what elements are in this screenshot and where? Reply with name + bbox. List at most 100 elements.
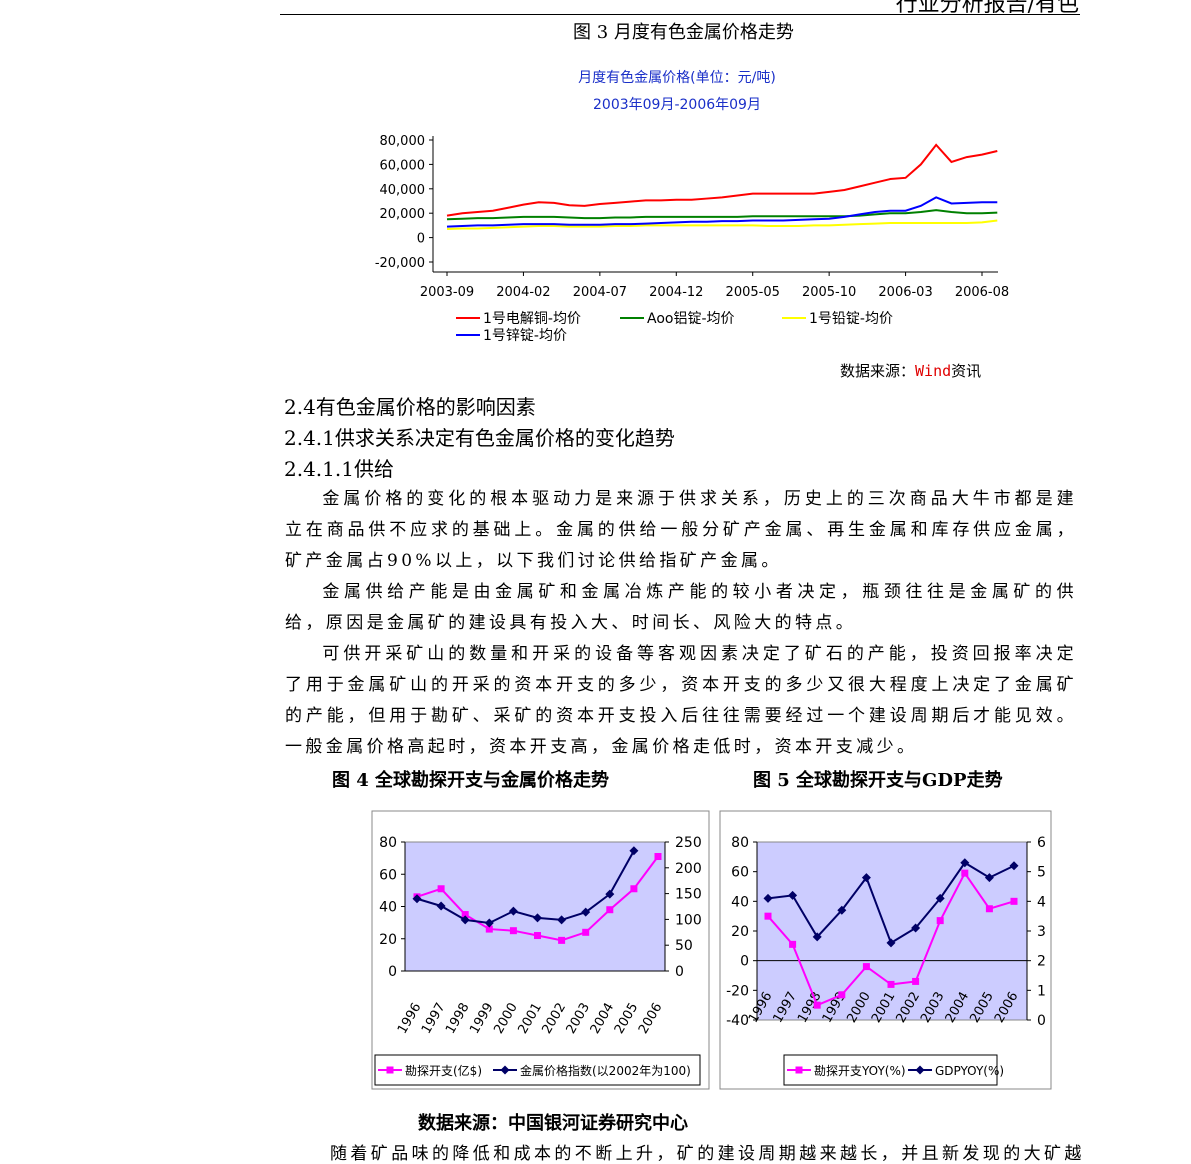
y-tick-label: -20,000 bbox=[375, 256, 425, 271]
series-line bbox=[446, 209, 998, 221]
y-tick-label: 60 bbox=[379, 867, 397, 883]
paragraph: 金属价格的变化的根本驱动力是来源于供求关系，历史上的三次商品大牛市都是建立在商品… bbox=[285, 489, 1077, 571]
legend-marker bbox=[795, 1066, 803, 1074]
y2-tick-label: 6 bbox=[1037, 835, 1046, 851]
header: 行业分析报告/有色 bbox=[895, 0, 1079, 17]
paragraph: 金属供给产能是由金属矿和金属冶炼产能的较小者决定，瓶颈往往是金属矿的供给，原因是… bbox=[285, 582, 1077, 633]
y-tick-label: 0 bbox=[740, 954, 749, 970]
marker bbox=[533, 913, 542, 923]
marker bbox=[1010, 897, 1018, 905]
marker bbox=[788, 890, 798, 900]
plot-area bbox=[404, 841, 666, 972]
x-tick-label: 2006-03 bbox=[878, 285, 932, 300]
marker bbox=[485, 925, 493, 933]
legend-label: 勘探开支YOY(%) bbox=[814, 1064, 906, 1078]
y-tick-label: 40 bbox=[379, 900, 397, 916]
source: 数据来源：中国银河证券研究中心 bbox=[418, 1113, 688, 1134]
heading: 2.4.1供求关系决定有色金属价格的变化趋势 bbox=[284, 426, 675, 450]
marker bbox=[961, 869, 969, 877]
marker bbox=[838, 991, 846, 999]
marker bbox=[461, 911, 469, 919]
marker bbox=[436, 901, 446, 911]
y-tick-label: 0 bbox=[388, 964, 397, 980]
y2-tick-label: 1 bbox=[1037, 983, 1046, 999]
series-line bbox=[416, 850, 635, 925]
marker bbox=[984, 873, 994, 883]
legend-label: 金属价格指数(以2002年为100) bbox=[520, 1063, 691, 1078]
y2-tick-label: 4 bbox=[1037, 894, 1046, 910]
x-tick-label: 2005-10 bbox=[802, 285, 856, 300]
y2-tick-label: 3 bbox=[1037, 924, 1046, 940]
marker bbox=[484, 918, 494, 928]
legend-label: 勘探开支(亿$) bbox=[405, 1063, 482, 1078]
marker bbox=[813, 1001, 821, 1009]
marker bbox=[508, 906, 518, 916]
marker bbox=[557, 915, 567, 925]
x-tick-label: 2006-08 bbox=[955, 285, 1009, 300]
marker bbox=[789, 940, 797, 948]
marker bbox=[630, 885, 638, 893]
x-tick-label: 2003-09 bbox=[420, 285, 474, 300]
y-tick-label: 60,000 bbox=[380, 158, 426, 173]
legend-marker bbox=[915, 1065, 925, 1075]
x-tick-label: 2004-02 bbox=[496, 285, 550, 300]
marker bbox=[437, 885, 445, 893]
marker bbox=[629, 846, 639, 856]
marker bbox=[606, 906, 614, 914]
header-rule bbox=[280, 14, 1080, 15]
x-tick-label: 2004-07 bbox=[573, 285, 627, 300]
marker bbox=[935, 893, 945, 903]
y-tick-label: 20,000 bbox=[380, 207, 426, 222]
marker bbox=[837, 905, 847, 915]
marker bbox=[1009, 861, 1019, 871]
x-tick-label: 2005-05 bbox=[726, 285, 780, 300]
y2-tick-label: 50 bbox=[675, 938, 693, 954]
marker bbox=[605, 889, 615, 899]
figure-caption: 图 4 全球勘探开支与金属价格走势 bbox=[332, 770, 610, 791]
y-tick-label: 80,000 bbox=[380, 134, 426, 149]
y-tick-label: 20 bbox=[731, 924, 749, 940]
y2-tick-label: 0 bbox=[675, 964, 684, 980]
marker bbox=[862, 963, 870, 971]
y-tick-label: 60 bbox=[731, 865, 749, 881]
legend-box bbox=[374, 1054, 701, 1086]
marker bbox=[886, 938, 896, 948]
y-tick-label: -40 bbox=[726, 1013, 749, 1029]
source-name: Wind bbox=[915, 362, 952, 380]
legend-marker bbox=[386, 1066, 394, 1074]
marker bbox=[861, 873, 871, 883]
chart-subtitle: 2003年09月-2006年09月 bbox=[593, 97, 761, 113]
marker bbox=[985, 905, 993, 913]
source: 数据来源：Wind资讯 bbox=[840, 360, 981, 381]
y-tick-label: 80 bbox=[731, 835, 749, 851]
legend-label: 1号锌锭-均价 bbox=[483, 328, 567, 344]
marker bbox=[509, 927, 517, 935]
legend-label: GDPYOY(%) bbox=[935, 1064, 1004, 1078]
y-tick-label: 80 bbox=[379, 835, 397, 851]
y-tick-label: 0 bbox=[417, 232, 425, 247]
legend-label: Aoo铝锭-均价 bbox=[647, 311, 735, 327]
marker bbox=[936, 917, 944, 925]
source-suffix: 资讯 bbox=[951, 362, 982, 380]
marker bbox=[763, 893, 773, 903]
y2-tick-label: 100 bbox=[675, 912, 702, 928]
source-label: 数据来源： bbox=[840, 362, 916, 380]
y2-tick-label: 2 bbox=[1037, 954, 1046, 970]
marker bbox=[812, 932, 822, 942]
y-tick-label: 40,000 bbox=[380, 183, 426, 198]
marker bbox=[412, 894, 422, 904]
y2-tick-label: 5 bbox=[1037, 865, 1046, 881]
y-tick-label: 40 bbox=[731, 894, 749, 910]
marker bbox=[911, 923, 921, 933]
marker bbox=[581, 907, 591, 917]
figure-caption: 图 5 全球勘探开支与GDP走势 bbox=[753, 770, 1003, 791]
marker bbox=[558, 936, 566, 944]
marker bbox=[912, 977, 920, 985]
y2-tick-label: 0 bbox=[1037, 1013, 1046, 1029]
series-line bbox=[446, 143, 998, 217]
y2-tick-label: 200 bbox=[675, 861, 702, 877]
series-line bbox=[446, 196, 998, 228]
legend-box bbox=[783, 1054, 998, 1086]
marker bbox=[960, 858, 970, 868]
